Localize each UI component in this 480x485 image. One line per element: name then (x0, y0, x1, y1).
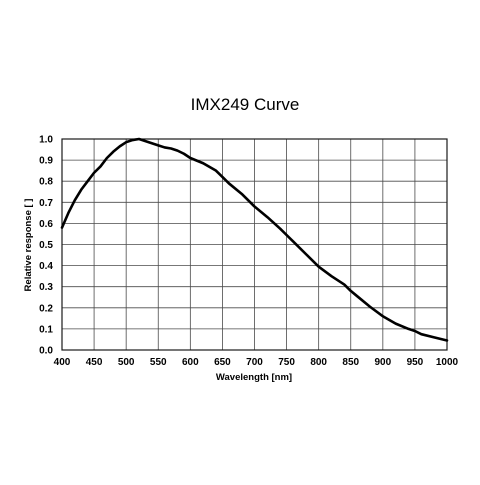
series-line-relative-response (60, 137, 449, 342)
y-tick-labels: 0.0 0.1 0.2 0.3 0.4 0.5 0.6 0.7 0.8 0.9 1.0 (39, 135, 53, 357)
x-tick-label: 650 (214, 357, 231, 368)
y-tick-label: 1.0 (39, 135, 53, 146)
x-tick-label: 1000 (436, 357, 459, 368)
y-tick-label: 0.7 (39, 198, 53, 209)
y-tick-label: 0.0 (39, 346, 53, 357)
x-tick-label: 550 (150, 357, 167, 368)
x-tick-label: 700 (246, 357, 263, 368)
x-axis-label: Wavelength [nm] (216, 372, 292, 383)
y-axis-label: Relative response [ ] (23, 199, 34, 292)
x-tick-label: 750 (278, 357, 295, 368)
x-tick-label: 900 (374, 357, 391, 368)
plot-frame (61, 138, 448, 351)
y-tick-label: 0.9 (39, 156, 53, 167)
x-tick-labels: 400 450 500 550 600 650 700 750 800 850 900 950 1000 (54, 357, 459, 368)
grid (61, 138, 448, 351)
y-tick-label: 0.6 (39, 219, 53, 230)
x-tick-label: 950 (407, 357, 424, 368)
x-tick-label: 500 (118, 357, 135, 368)
y-tick-label: 0.5 (39, 240, 53, 251)
y-tick-label: 0.2 (39, 303, 53, 314)
x-tick-label: 850 (342, 357, 359, 368)
x-tick-label: 450 (86, 357, 103, 368)
y-tick-label: 0.8 (39, 177, 53, 188)
y-tick-label: 0.4 (39, 261, 53, 272)
y-tick-label: 0.1 (39, 324, 53, 335)
x-tick-label: 800 (310, 357, 327, 368)
y-tick-label: 0.3 (39, 282, 53, 293)
chart-title: IMX249 Curve (191, 95, 300, 114)
series-layer (60, 137, 449, 342)
x-tick-label: 400 (54, 357, 71, 368)
x-tick-label: 600 (182, 357, 199, 368)
